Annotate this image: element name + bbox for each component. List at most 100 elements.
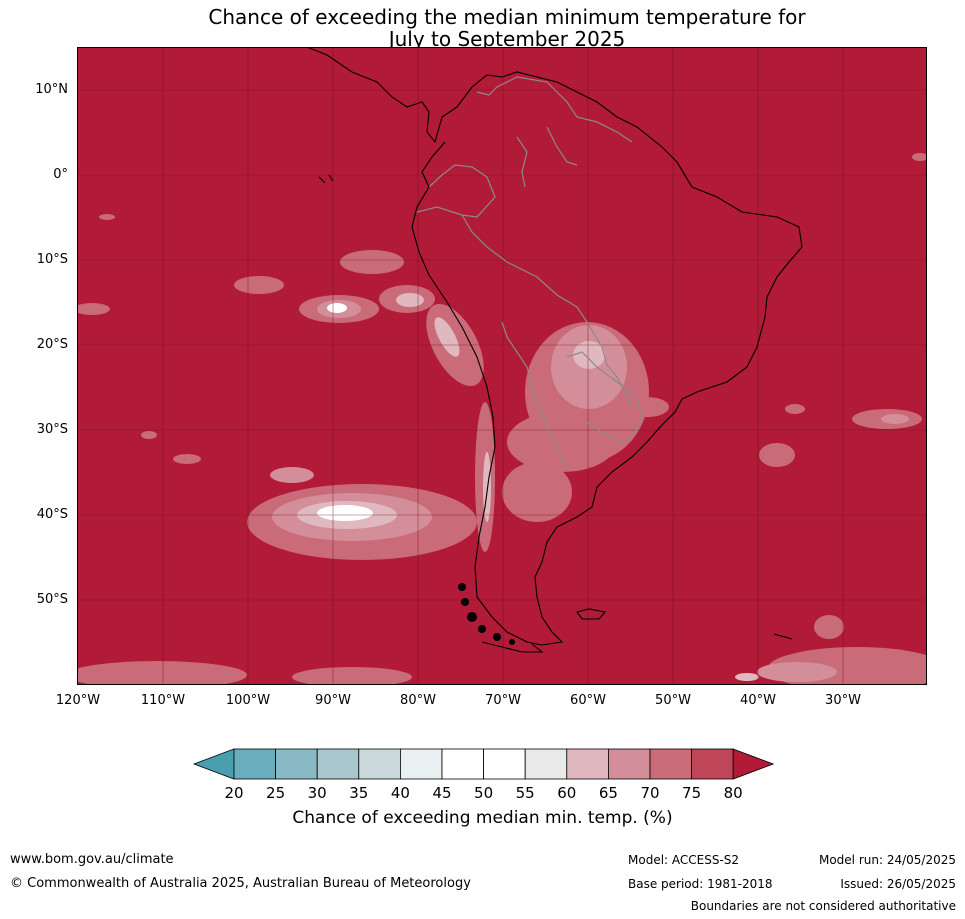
map-frame <box>77 47 927 685</box>
colorbar-extend-low <box>192 748 235 780</box>
title-line-1: Chance of exceeding the median minimum t… <box>208 5 806 29</box>
country-borders <box>416 76 643 468</box>
patch-peru-3c <box>327 303 347 313</box>
footer-model: Model: ACCESS-S2 <box>628 853 740 867</box>
island <box>509 639 515 645</box>
chile-archipelago <box>458 583 515 645</box>
lon-label-90w: 90°W <box>315 693 351 708</box>
colorbar-segment-45 <box>441 748 484 780</box>
footer-disclaimer: Boundaries are not considered authoritat… <box>690 899 956 913</box>
lat-label-40s: 40°S <box>36 507 68 522</box>
colorbar-segment-60 <box>566 748 609 780</box>
colorbar-segment-35 <box>358 748 401 780</box>
footer-base-period: Base period: 1981-2018 <box>628 877 773 891</box>
patch-atl-5b <box>757 662 837 682</box>
lon-label-100w: 100°W <box>225 693 271 708</box>
colorbar <box>192 748 775 780</box>
island <box>467 612 477 622</box>
footer-issued: Issued: 26/05/2025 <box>840 877 956 891</box>
title-line-2: July to September 2025 <box>388 27 626 51</box>
patch-spacific-4 <box>317 505 373 521</box>
island <box>458 583 466 591</box>
lon-label-70w: 70°W <box>485 693 521 708</box>
colorbar-segment-50 <box>483 748 526 780</box>
colorbar-tick-label: 20 <box>224 784 244 802</box>
patch-west-1 <box>77 303 110 315</box>
colorbar-segment-65 <box>607 748 651 780</box>
coast-georgia <box>773 633 793 640</box>
lon-label-40w: 40°W <box>740 693 776 708</box>
lat-label-10s: 10°S <box>36 252 68 267</box>
patch-interior-3 <box>573 341 605 369</box>
patch-atl-3 <box>785 404 805 414</box>
colorbar-segments <box>192 748 775 780</box>
patch-south-2 <box>292 667 412 685</box>
colorbar-segment-55 <box>524 748 568 780</box>
colorbar-segment-30 <box>316 748 360 780</box>
patch-peru-2 <box>234 276 284 294</box>
colorbar-tick-label: 50 <box>474 784 494 802</box>
colorbar-label: Chance of exceeding median min. temp. (%… <box>292 808 673 828</box>
coast-tierra-del-fuego <box>481 641 544 653</box>
patch-spacific-5 <box>270 467 314 483</box>
colorbar-tick-label: 30 <box>307 784 327 802</box>
map-title: Chance of exceeding the median minimum t… <box>0 6 965 50</box>
colorbar-tick-label: 40 <box>390 784 410 802</box>
lat-label-50s: 50°S <box>36 592 68 607</box>
colorbar-tick-label: 70 <box>640 784 660 802</box>
colorbar-segment-20 <box>233 748 276 780</box>
lon-label-110w: 110°W <box>140 693 186 708</box>
patch-north-2 <box>912 153 927 161</box>
island <box>461 598 469 606</box>
lat-label-20s: 20°S <box>36 337 68 352</box>
lat-label-30s: 30°S <box>36 422 68 437</box>
patch-peru-5b <box>434 317 460 357</box>
island <box>478 625 486 633</box>
colorbar-tick-label: 25 <box>266 784 286 802</box>
patch-spacific-6 <box>173 454 201 464</box>
coastlines <box>306 47 803 653</box>
footer-website: www.bom.gov.au/climate <box>10 852 174 867</box>
coast-galapagos <box>318 174 334 184</box>
lon-label-60w: 60°W <box>570 693 606 708</box>
patch-atl-1b <box>881 414 909 424</box>
colorbar-tick-label: 55 <box>515 784 535 802</box>
lat-label-0: 0° <box>53 167 68 182</box>
patch-interior-5 <box>507 412 617 472</box>
patch-interior-4 <box>502 462 572 522</box>
patch-atl-5c <box>735 673 759 681</box>
patch-peru-1 <box>340 250 404 274</box>
lon-label-50w: 50°W <box>655 693 691 708</box>
island <box>493 633 501 641</box>
lat-label-10n: 10°N <box>35 82 68 97</box>
colorbar-tick-label: 45 <box>432 784 452 802</box>
patch-peru-4b <box>396 293 424 307</box>
lon-label-80w: 80°W <box>400 693 436 708</box>
graticule <box>77 47 927 685</box>
lon-label-30w: 30°W <box>825 693 861 708</box>
patch-atl-4 <box>814 615 844 639</box>
map-background <box>77 47 927 685</box>
colorbar-tick-label: 35 <box>349 784 369 802</box>
colorbar-segment-25 <box>275 748 318 780</box>
colorbar-tick-label: 75 <box>682 784 702 802</box>
colorbar-tick-label: 60 <box>557 784 577 802</box>
colorbar-tick-label: 80 <box>723 784 743 802</box>
patch-brazil-coast <box>625 397 669 417</box>
patch-south-1 <box>77 661 247 685</box>
colorbar-extend-high <box>732 748 775 780</box>
colorbar-segment-70 <box>649 748 692 780</box>
colorbar-tick-label: 65 <box>598 784 618 802</box>
coast-central-america <box>306 47 558 144</box>
coast-falklands <box>576 608 607 620</box>
forecast-map <box>77 47 927 685</box>
colorbar-segment-75 <box>691 748 734 780</box>
patch-atl-2 <box>759 443 795 467</box>
patch-north-1 <box>99 214 115 220</box>
lon-label-120w: 120°W <box>55 693 101 708</box>
patch-spacific-7 <box>141 431 157 439</box>
footer-model-run: Model run: 24/05/2025 <box>818 853 956 867</box>
footer-copyright: © Commonwealth of Australia 2025, Austra… <box>10 876 471 891</box>
coast-south-america <box>411 81 803 646</box>
colorbar-segment-40 <box>399 748 443 780</box>
